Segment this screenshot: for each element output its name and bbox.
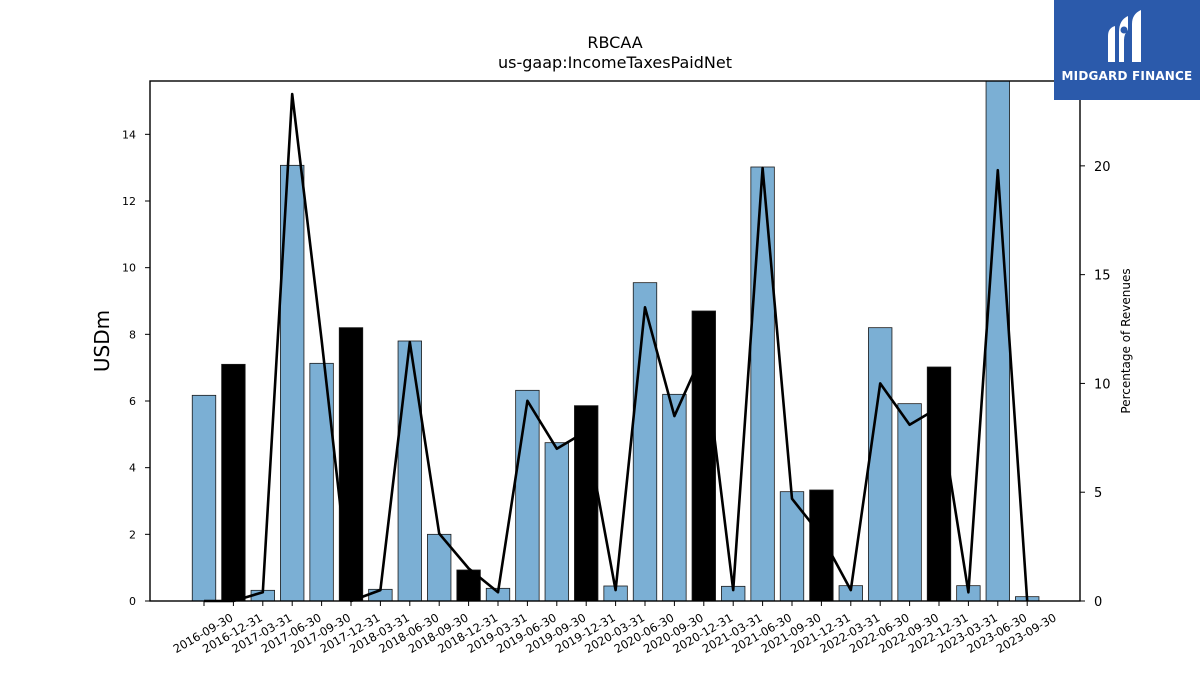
bar-2021-12-31 [809, 489, 834, 602]
logo: MIDGARD FINANCE [1054, 0, 1200, 100]
y-tick-label: 4 [129, 462, 136, 475]
plot-frame [149, 80, 1081, 602]
midgard-logo-icon [1108, 10, 1141, 62]
bar-2016-12-31 [221, 363, 246, 602]
y-tick-label: 14 [122, 128, 136, 141]
y-right-tick-label: 10 [1094, 377, 1111, 392]
bars-layer [191, 80, 1040, 602]
bar-2018-06-30 [397, 340, 422, 602]
y-tick-label: 2 [129, 528, 136, 541]
y-axis-label: USDm [90, 310, 114, 372]
bar-2019-06-30 [515, 389, 540, 602]
logo-name: MIDGARD FINANCE [1061, 69, 1193, 83]
y-right-tick-label: 0 [1094, 595, 1102, 610]
y-tick-label: 10 [122, 262, 136, 275]
axes-layer: 02468101214051015202016-09-302016-12-312… [122, 80, 1111, 656]
y-tick-label: 6 [129, 395, 136, 408]
bar-2022-09-30 [897, 403, 922, 602]
y-tick-label: 12 [122, 195, 136, 208]
bar-2020-06-30 [632, 282, 658, 602]
bar-2017-12-31 [338, 327, 364, 602]
bar-2016-09-30 [191, 394, 217, 602]
y-right-tick-label: 15 [1094, 269, 1111, 284]
bar-2022-06-30 [868, 327, 893, 602]
bar-2022-12-31 [926, 366, 952, 602]
bar-2019-09-30 [544, 442, 569, 602]
bar-2017-09-30 [309, 362, 334, 602]
bar-2021-06-30 [750, 166, 775, 602]
series-line [204, 92, 1029, 603]
chart-title: RBCAA [587, 33, 642, 52]
y-right-tick-label: 5 [1094, 486, 1102, 501]
y-tick-label: 8 [129, 328, 136, 341]
chart-subtitle: us-gaap:IncomeTaxesPaidNet [498, 53, 732, 72]
y-tick-label: 0 [129, 595, 136, 608]
bar-2023-06-30 [985, 80, 1010, 602]
y-right-tick-label: 20 [1094, 160, 1111, 175]
bar-2020-09-30 [662, 393, 687, 602]
line-layer [204, 92, 1029, 603]
y-axis-right-label: Percentage of Revenues [1119, 268, 1133, 413]
